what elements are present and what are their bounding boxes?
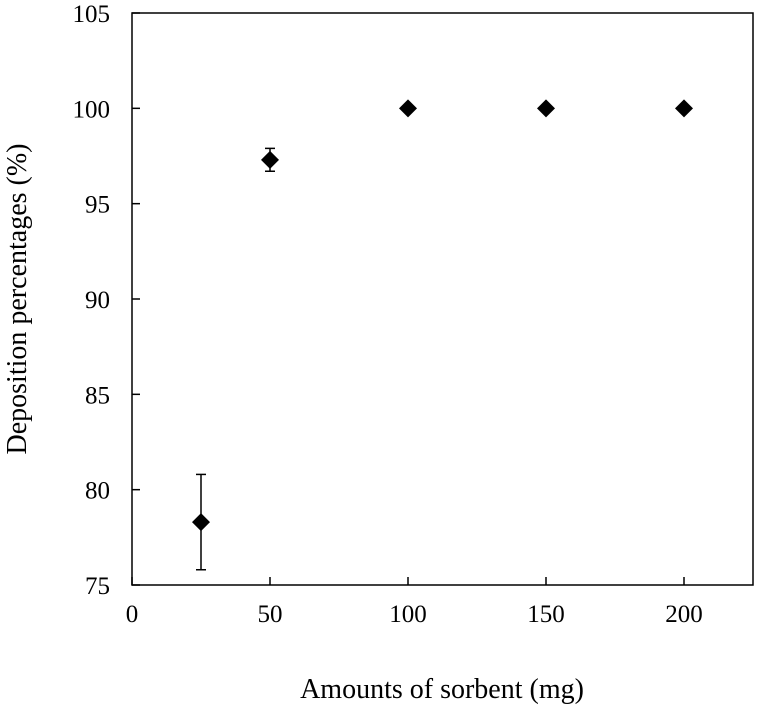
x-tick-label: 100 — [389, 601, 427, 628]
data-point — [192, 513, 210, 532]
y-tick-label: 100 — [73, 96, 111, 123]
data-point — [675, 99, 693, 118]
y-axis-ticks: 75 80 85 90 95 100 105 — [73, 1, 140, 600]
y-tick-label: 95 — [85, 192, 110, 219]
x-axis-ticks: 0 50 100 150 200 — [126, 577, 703, 628]
x-tick-label: 150 — [527, 601, 565, 628]
x-tick-label: 200 — [665, 601, 703, 628]
y-tick-label: 90 — [85, 287, 110, 314]
data-point — [261, 150, 279, 169]
y-tick-label: 80 — [85, 478, 110, 505]
y-tick-label: 75 — [85, 573, 110, 600]
x-tick-label: 50 — [258, 601, 283, 628]
data-point — [537, 99, 555, 118]
error-bars — [196, 147, 275, 571]
y-axis-title: Deposition percentages (%) — [2, 144, 33, 455]
x-axis-title: Amounts of sorbent (mg) — [300, 674, 584, 705]
x-tick-label: 0 — [126, 601, 139, 628]
y-tick-label: 85 — [85, 382, 110, 409]
y-tick-label: 105 — [73, 1, 111, 28]
plot-frame — [131, 12, 754, 586]
data-point — [399, 99, 417, 118]
data-points — [192, 99, 693, 532]
